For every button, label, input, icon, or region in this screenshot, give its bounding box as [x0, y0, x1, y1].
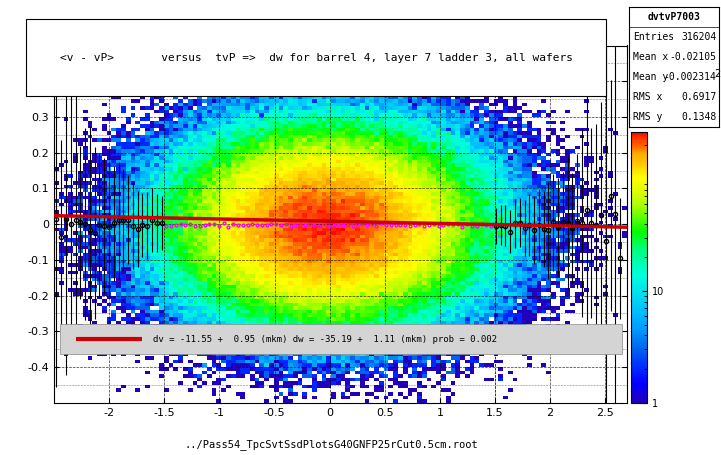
Text: <v - vP>       versus  tvP =>  dw for barrel 4, layer 7 ladder 3, all wafers: <v - vP> versus tvP => dw for barrel 4, … — [60, 53, 572, 63]
Text: 2: 2 — [714, 69, 720, 79]
Text: dv = -11.55 +  0.95 (mkm) dw = -35.19 +  1.11 (mkm) prob = 0.002: dv = -11.55 + 0.95 (mkm) dw = -35.19 + 1… — [154, 334, 497, 344]
Text: 0.1348: 0.1348 — [681, 112, 716, 122]
Text: Mean y: Mean y — [633, 72, 668, 82]
Text: RMS x: RMS x — [633, 92, 663, 102]
Text: ../Pass54_TpcSvtSsdPlotsG40GNFP25rCut0.5cm.root: ../Pass54_TpcSvtSsdPlotsG40GNFP25rCut0.5… — [185, 440, 479, 450]
Text: RMS y: RMS y — [633, 112, 663, 122]
Text: Entries: Entries — [633, 32, 674, 42]
Text: -0.02105: -0.02105 — [669, 52, 716, 62]
Text: -0.002314: -0.002314 — [663, 72, 716, 82]
Text: 316204: 316204 — [681, 32, 716, 42]
Text: Mean x: Mean x — [633, 52, 668, 62]
Text: 0.6917: 0.6917 — [681, 92, 716, 102]
FancyBboxPatch shape — [60, 324, 622, 354]
Text: dvtvP7003: dvtvP7003 — [647, 12, 700, 22]
